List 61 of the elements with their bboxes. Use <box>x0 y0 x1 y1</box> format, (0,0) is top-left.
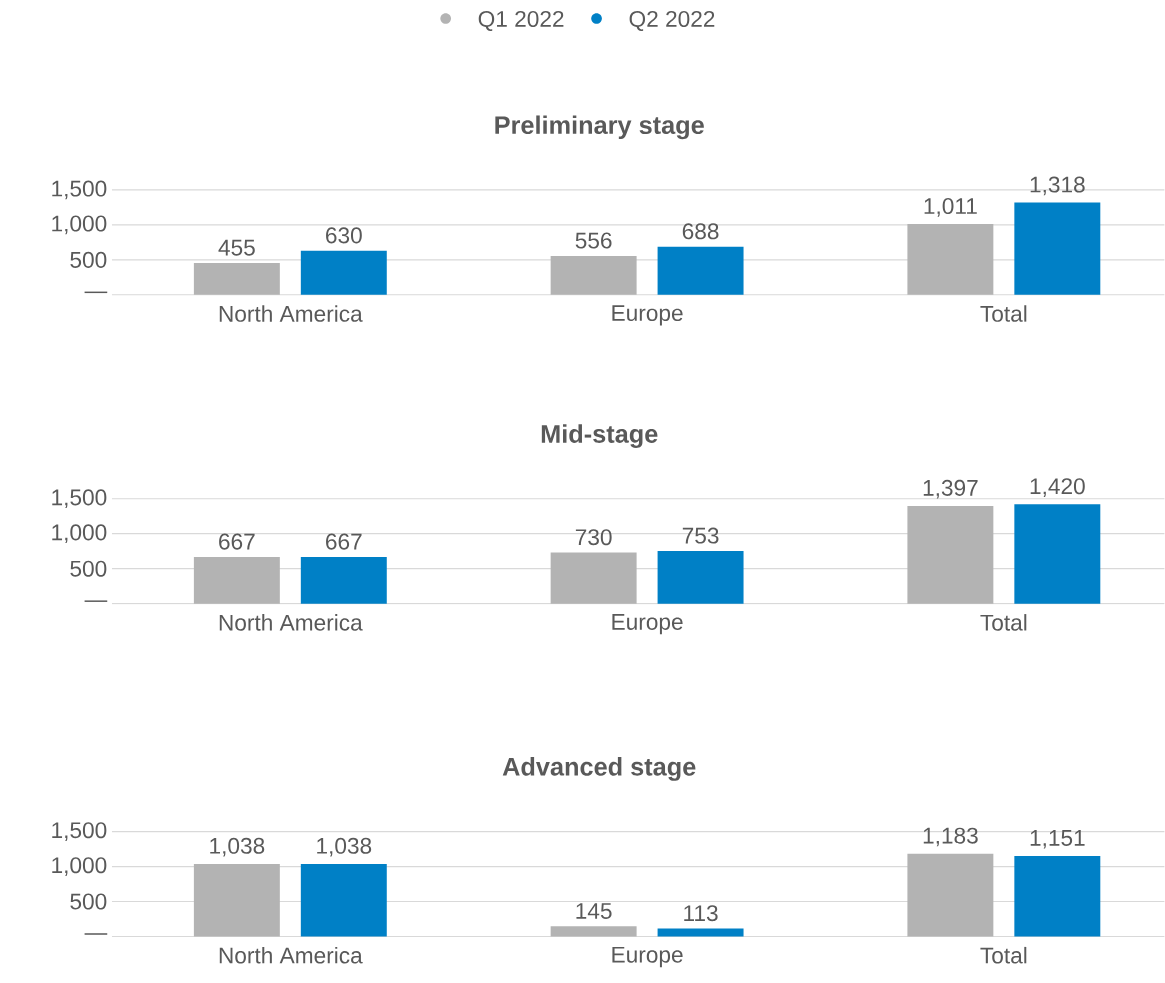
y-tick-label: 1,500 <box>52 821 107 841</box>
data-label: 1,011 <box>924 197 977 217</box>
bar <box>300 863 387 937</box>
chart-title: Mid-stage <box>541 424 658 448</box>
x-tick-label: Europe <box>612 613 683 635</box>
x-tick-label: Total <box>980 305 1027 322</box>
bar <box>193 262 280 295</box>
y-tick-label: 500 <box>70 560 107 577</box>
y-tick-label: — <box>84 291 108 293</box>
y-tick-label: 500 <box>70 251 107 268</box>
bar <box>300 250 387 295</box>
x-tick-label: Total <box>980 613 1027 631</box>
y-tick-label: 500 <box>70 893 107 910</box>
data-label: 1,038 <box>210 837 265 857</box>
data-label: 556 <box>575 232 612 249</box>
chart-title: Preliminary stage <box>495 115 704 139</box>
data-label: 1,318 <box>1030 176 1085 196</box>
data-label: 730 <box>575 528 612 545</box>
x-tick-label: Europe <box>612 304 683 326</box>
data-label: 630 <box>326 227 362 244</box>
legend-label: Q1 2022 <box>478 10 564 31</box>
bar <box>550 552 637 604</box>
y-tick-label: 1,000 <box>52 856 107 876</box>
data-label: 688 <box>682 223 719 240</box>
bar <box>1014 504 1101 604</box>
data-label: 1,397 <box>923 479 978 499</box>
y-tick-label: 1,500 <box>52 489 107 508</box>
x-tick-label: North America <box>219 946 363 964</box>
legend-label: Q2 2022 <box>629 10 715 31</box>
x-tick-label: Total <box>980 946 1027 964</box>
data-label: 667 <box>326 533 362 550</box>
bar <box>907 223 994 295</box>
data-label: 455 <box>218 239 255 256</box>
bar <box>1014 855 1101 937</box>
bar <box>550 926 637 937</box>
data-label: 1,420 <box>1030 477 1085 497</box>
data-label: 1,183 <box>923 827 978 847</box>
bar <box>300 556 387 604</box>
x-tick-label: North America <box>219 305 363 322</box>
data-label: 753 <box>682 527 719 544</box>
bar <box>193 556 280 604</box>
y-tick-label: — <box>84 933 108 935</box>
y-tick-label: 1,500 <box>52 180 107 200</box>
data-label: 1,151 <box>1030 829 1085 849</box>
bar <box>907 505 994 604</box>
y-tick-label: 1,000 <box>52 524 107 543</box>
data-label: 113 <box>684 904 718 921</box>
data-label: 145 <box>576 902 612 919</box>
chart-title: Advanced stage <box>502 756 696 781</box>
bar <box>907 853 994 937</box>
data-label: 667 <box>219 533 255 550</box>
bar <box>657 246 744 295</box>
bar <box>1014 202 1101 295</box>
data-label: 1,038 <box>317 837 372 857</box>
bar <box>657 550 744 604</box>
bar <box>193 863 280 937</box>
bar <box>550 255 637 295</box>
x-tick-label: North America <box>219 613 363 631</box>
y-tick-label: 1,000 <box>52 215 107 234</box>
y-tick-label: — <box>84 600 108 602</box>
x-tick-label: Europe <box>612 946 683 967</box>
